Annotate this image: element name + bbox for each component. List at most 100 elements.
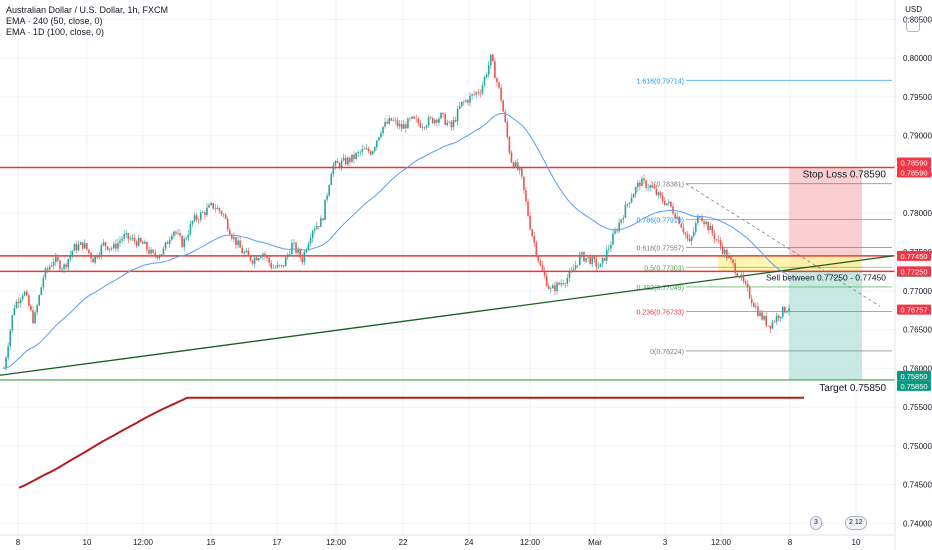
candle-body <box>328 185 330 196</box>
candle-body <box>77 244 80 251</box>
candle-body <box>576 264 579 266</box>
candle-body <box>427 117 430 126</box>
fib-label: 1(0.78381) <box>650 182 684 189</box>
indicator-ema-1d[interactable]: EMA · 1D (100, close, 0) <box>6 27 105 37</box>
candle-body <box>264 253 266 257</box>
candle-body <box>144 241 146 244</box>
candle-body <box>57 257 59 261</box>
candle-body <box>494 61 496 79</box>
candle-body <box>630 197 633 203</box>
price-badge <box>897 157 931 168</box>
candle-body <box>645 180 647 188</box>
candle-body <box>558 282 560 285</box>
candle-body <box>665 203 668 205</box>
candle-body <box>34 312 36 324</box>
candle-body <box>707 221 710 231</box>
price-badges: 0.785900.785900.774500.773500.772500.767… <box>897 157 931 391</box>
candle-body <box>550 288 552 289</box>
candle-body <box>160 254 163 256</box>
candle-body <box>614 230 616 234</box>
x-tick-label: 10 <box>83 538 92 547</box>
candle-body <box>692 231 695 237</box>
candle-body <box>643 178 645 181</box>
candle-body <box>566 277 569 284</box>
candle-body <box>36 305 38 313</box>
candle-body <box>262 253 264 257</box>
candle-body <box>409 118 411 120</box>
candle-body <box>535 242 538 256</box>
candle-body <box>492 54 494 62</box>
candle-body <box>83 243 86 249</box>
candle-body <box>166 242 169 244</box>
candle-body <box>117 242 119 249</box>
target-label: Target 0.75850 <box>819 383 886 394</box>
candle-body <box>179 233 181 236</box>
y-tick-label: 0.80000 <box>903 54 932 63</box>
candle-body <box>413 116 415 119</box>
candle-body <box>705 221 707 224</box>
candle-body <box>216 208 219 209</box>
candle-body <box>454 120 457 122</box>
candle-body <box>624 204 627 218</box>
candle-body <box>628 202 631 205</box>
candle-body <box>38 295 41 306</box>
x-tick-label: 12:00 <box>133 538 154 547</box>
event-badge-1[interactable]: 3 <box>810 516 822 530</box>
candle-body <box>506 121 509 137</box>
price-badge <box>897 380 931 391</box>
candle-body <box>690 236 693 242</box>
candle-body <box>610 244 612 249</box>
candle-body <box>730 256 732 260</box>
candle-body <box>440 112 442 119</box>
candle-body <box>467 100 469 103</box>
x-tick-label: 12:00 <box>711 538 732 547</box>
candle-body <box>235 237 237 245</box>
candle-body <box>734 263 736 274</box>
candle-body <box>496 78 498 83</box>
candle-body <box>570 270 573 272</box>
candle-body <box>226 218 229 230</box>
candle-body <box>357 152 359 154</box>
candle-body <box>750 298 753 304</box>
candle-body <box>189 223 192 235</box>
candle-body <box>508 136 511 153</box>
candle-body <box>398 124 401 127</box>
candle-body <box>183 239 185 247</box>
candle-body <box>191 220 194 224</box>
candle-body <box>3 368 5 369</box>
candle-body <box>30 305 32 311</box>
candle-body <box>222 214 225 215</box>
indicator-ema-240[interactable]: EMA · 240 (50, close, 0) <box>6 16 103 26</box>
candle-body <box>274 267 277 269</box>
stop-loss-zone <box>789 167 862 268</box>
scale-settings-icon[interactable] <box>906 18 920 32</box>
candle-body <box>574 265 577 269</box>
candle-body <box>531 229 533 237</box>
candle-body <box>351 154 353 163</box>
candle-body <box>141 241 144 244</box>
candle-body <box>309 238 312 244</box>
candle-body <box>69 254 72 260</box>
candle-body <box>210 203 212 205</box>
y-tick-label: 0.75500 <box>903 403 932 412</box>
candle-body <box>585 257 587 262</box>
grid <box>0 0 895 535</box>
candle-body <box>446 122 449 125</box>
candle-body <box>243 252 246 254</box>
candle-body <box>11 315 14 331</box>
candle-body <box>436 119 438 123</box>
candle-body <box>670 201 672 207</box>
candle-body <box>593 256 596 260</box>
y-tick-label: 0.78000 <box>903 209 932 218</box>
candle-body <box>363 148 366 150</box>
event-badge-2[interactable]: 2 12 <box>845 516 867 530</box>
candle-body <box>123 234 125 239</box>
candle-body <box>59 260 61 270</box>
candle-body <box>711 225 714 234</box>
candle-body <box>786 311 788 313</box>
candle-body <box>742 274 745 281</box>
candle-body <box>204 212 206 215</box>
candle-body <box>682 227 685 233</box>
candle-body <box>284 257 287 267</box>
